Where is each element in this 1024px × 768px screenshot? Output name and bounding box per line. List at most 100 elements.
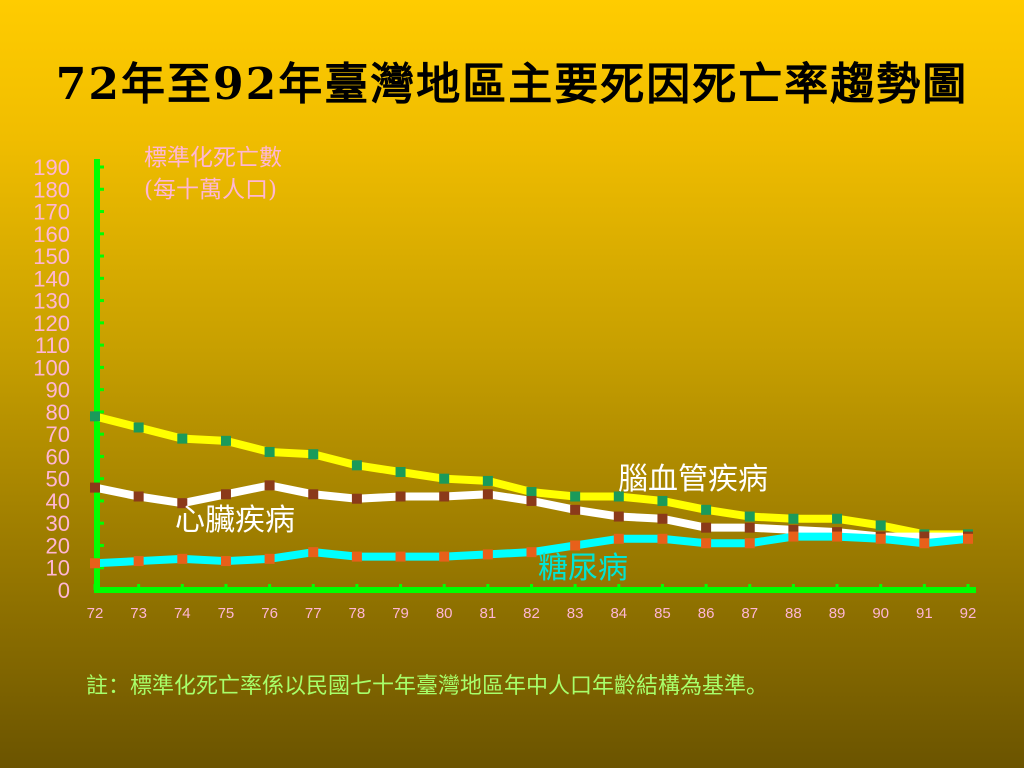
x-tick-label: 92 <box>960 605 977 622</box>
data-point <box>482 475 493 486</box>
data-point <box>526 547 537 558</box>
series-label: 腦血管疾病 <box>618 462 768 497</box>
y-tick-label: 130 <box>33 289 70 314</box>
x-tick-label: 80 <box>436 605 453 622</box>
data-point <box>570 504 581 515</box>
data-point <box>744 522 755 533</box>
data-point <box>220 489 231 500</box>
data-point <box>657 495 668 506</box>
y-tick-labels: 0102030405060708090100110120130140150160… <box>33 155 70 603</box>
y-tick-label: 40 <box>46 489 70 514</box>
y-tick-label: 100 <box>33 355 70 380</box>
data-point <box>439 473 450 484</box>
x-tick-label: 77 <box>305 605 322 622</box>
data-point <box>482 489 493 500</box>
data-point <box>351 551 362 562</box>
data-point <box>133 422 144 433</box>
data-point <box>90 411 100 422</box>
data-point <box>351 460 362 471</box>
x-tick-label: 78 <box>349 605 366 622</box>
data-point <box>90 482 100 493</box>
data-point <box>788 513 799 524</box>
data-point <box>832 531 843 542</box>
data-point <box>220 435 231 446</box>
y-tick-label: 0 <box>58 578 70 603</box>
data-point <box>832 513 843 524</box>
y-tick-label: 20 <box>46 533 70 558</box>
y-tick-label: 80 <box>46 400 70 425</box>
data-point <box>526 487 537 498</box>
data-point <box>613 491 624 502</box>
data-point <box>177 553 188 564</box>
data-point <box>482 549 493 560</box>
x-tick-label: 82 <box>523 605 540 622</box>
series-lines <box>90 411 973 569</box>
data-point <box>308 489 319 500</box>
y-tick-label: 150 <box>33 244 70 269</box>
data-point <box>133 556 144 567</box>
x-tick-label: 79 <box>392 605 409 622</box>
series-2 <box>90 531 973 569</box>
x-tick-label: 88 <box>785 605 802 622</box>
x-tick-label: 86 <box>698 605 715 622</box>
y-tick-label: 190 <box>33 155 70 180</box>
data-point <box>264 553 275 564</box>
x-tick-label: 72 <box>87 605 104 622</box>
data-point <box>351 493 362 504</box>
y-tick-label: 120 <box>33 311 70 336</box>
data-point <box>701 504 712 515</box>
data-point <box>919 531 930 542</box>
data-point <box>177 498 188 509</box>
x-tick-label: 81 <box>480 605 497 622</box>
x-tick-labels: 72 73 74 75 76 77 78 79 80 81 82 83 84 85 86 87 88 89 90 91… <box>87 605 977 622</box>
data-point <box>744 538 755 549</box>
x-tick-label: 83 <box>567 605 584 622</box>
y-tick-label: 60 <box>46 444 70 469</box>
data-point <box>133 491 144 502</box>
data-point <box>220 556 231 567</box>
x-tick-label: 89 <box>829 605 846 622</box>
y-tick-label: 140 <box>33 266 70 291</box>
y-axis-label-line-1: 標準化死亡數 <box>144 145 282 171</box>
y-tick-label: 70 <box>46 422 70 447</box>
data-point <box>657 533 668 544</box>
data-point <box>264 446 275 457</box>
y-axis-label: 標準化死亡數 (每十萬人口) <box>144 142 282 206</box>
y-tick-label: 180 <box>33 177 70 202</box>
x-tick-label: 74 <box>174 605 191 622</box>
series-label: 心臟疾病 <box>175 503 295 538</box>
data-point <box>788 531 799 542</box>
x-tick-label: 73 <box>130 605 147 622</box>
data-point <box>613 533 624 544</box>
data-point <box>701 522 712 533</box>
axes <box>93 159 976 593</box>
x-tick-label: 76 <box>261 605 278 622</box>
data-point <box>570 491 581 502</box>
y-tick-label: 110 <box>35 333 70 358</box>
data-point <box>90 558 100 569</box>
x-tick-label: 91 <box>916 605 933 622</box>
chart-title: 72年至92年臺灣地區主要死因死亡率趨勢圖 <box>55 59 969 110</box>
data-point <box>875 533 886 544</box>
data-point <box>439 551 450 562</box>
data-point <box>875 520 886 531</box>
y-tick-label: 90 <box>46 378 70 403</box>
x-tick-label: 87 <box>741 605 758 622</box>
data-point <box>395 551 406 562</box>
y-tick-label: 30 <box>46 511 70 536</box>
data-point <box>919 538 930 549</box>
data-point <box>701 538 712 549</box>
data-point <box>613 511 624 522</box>
x-tick-label: 75 <box>218 605 235 622</box>
y-tick-label: 10 <box>46 556 70 581</box>
data-point <box>963 533 973 544</box>
y-axis-label-line-2: (每十萬人口) <box>144 177 277 203</box>
x-tick-label: 85 <box>654 605 671 622</box>
data-point <box>657 513 668 524</box>
x-tick-label: 84 <box>610 605 627 622</box>
data-point <box>308 449 319 460</box>
data-point <box>439 491 450 502</box>
data-point <box>788 524 799 535</box>
